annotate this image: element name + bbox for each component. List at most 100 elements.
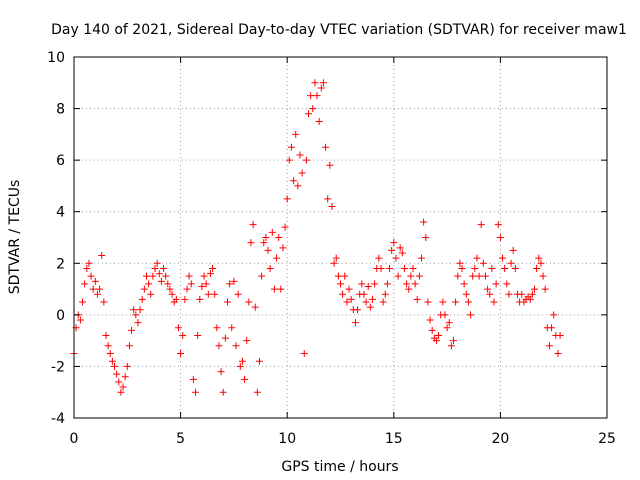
data-point [268,228,276,236]
data-point [307,92,315,100]
data-point [290,177,298,185]
data-point [492,280,500,288]
data-point [535,254,543,262]
data-point [270,285,278,293]
data-point [424,298,432,306]
data-point [328,203,336,211]
data-point [441,311,449,319]
data-point [226,280,234,288]
grid-lines [74,57,607,418]
data-point [102,331,110,339]
data-point [181,295,189,303]
data-point [249,221,257,229]
data-point [273,254,281,262]
data-point [162,272,170,280]
data-point [108,357,116,365]
data-point [111,362,119,370]
data-point [484,285,492,293]
data-point [132,311,140,319]
data-point [362,298,370,306]
data-point [496,234,504,241]
data-point [439,298,447,306]
data-point [494,221,502,229]
data-point [194,331,202,339]
y-tick-label: 0 [56,308,65,324]
data-point [287,143,295,151]
data-point [147,290,155,298]
y-tick-label: 6 [56,153,65,169]
data-point [117,388,125,396]
data-point [407,272,415,280]
data-point [518,290,526,298]
y-tick-label: 10 [47,50,65,66]
data-point [377,264,385,272]
data-point [460,280,468,288]
data-point [89,285,97,293]
data-point [533,264,541,272]
data-point [296,151,304,159]
data-point [104,342,112,350]
data-point [123,362,131,370]
data-point [315,117,323,125]
x-tick-label: 20 [491,431,509,447]
data-point [93,290,101,298]
data-point [390,239,398,247]
data-point [81,280,89,288]
data-point [234,290,242,298]
data-point [142,272,150,280]
data-point [302,156,310,164]
data-point [119,383,127,391]
data-point [243,337,251,345]
data-point [309,105,317,113]
data-point [528,290,536,298]
data-point [177,350,185,358]
data-point [383,280,391,288]
data-point [400,264,408,272]
data-point [548,324,556,332]
x-tick-label: 0 [70,431,79,447]
data-point [324,195,332,203]
data-point [447,342,455,350]
data-point [469,272,477,280]
data-point [121,373,129,381]
data-point [462,290,470,298]
data-point [213,324,221,332]
data-point [160,264,168,272]
data-point [183,285,191,293]
data-point [531,285,539,293]
data-point [541,285,549,293]
y-tick-label: 4 [56,205,65,221]
data-point [85,259,93,267]
x-axis-label: GPS time / hours [281,459,398,475]
chart-title: Day 140 of 2021, Sidereal Day-to-day VTE… [51,22,627,38]
data-point [415,272,423,280]
data-point [245,298,253,306]
y-tick-label: -2 [51,359,65,375]
data-point [145,280,153,288]
data-point [258,272,266,280]
data-point [153,259,161,267]
data-point [298,169,306,177]
data-point [368,295,376,303]
data-points [70,79,564,396]
data-point [209,264,217,272]
data-point [285,156,293,164]
data-point [339,290,347,298]
data-point [221,334,229,342]
data-point [471,264,479,272]
data-point [255,357,263,365]
data-point [264,246,272,254]
data-point [366,303,374,311]
data-point [481,272,489,280]
data-point [232,342,240,350]
data-point [550,311,558,319]
data-point [211,290,219,298]
data-point [219,388,227,396]
data-point [202,280,210,288]
data-point [347,295,355,303]
data-point [511,264,519,272]
data-point [151,264,159,272]
data-point [337,280,344,288]
data-point [505,290,513,298]
data-point [398,249,406,257]
